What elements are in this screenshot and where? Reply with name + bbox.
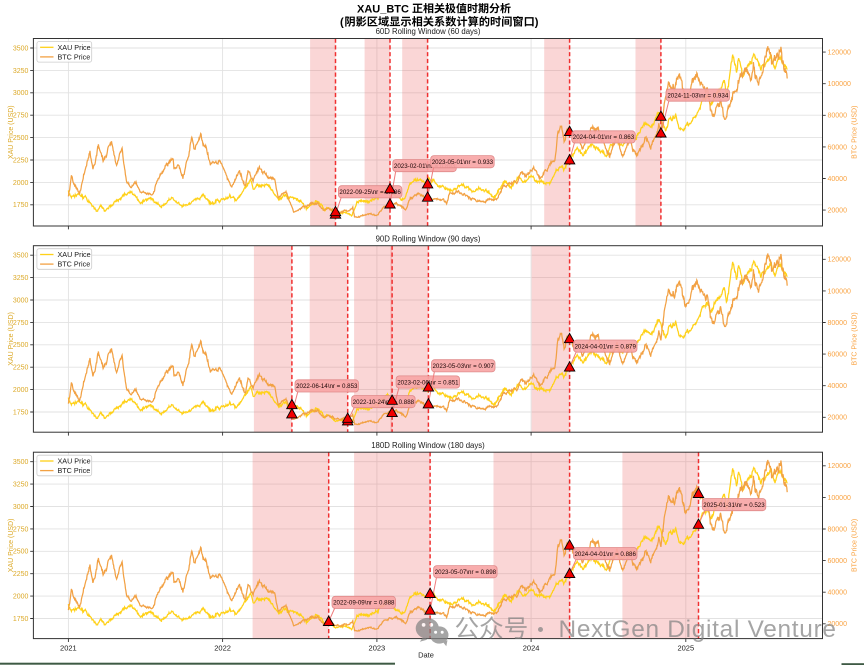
svg-text:2000: 2000	[13, 594, 29, 601]
svg-text:2750: 2750	[13, 320, 29, 327]
svg-text:2500: 2500	[13, 549, 29, 556]
svg-text:180D Rolling Window (180 days): 180D Rolling Window (180 days)	[371, 441, 485, 450]
svg-text:3250: 3250	[13, 275, 29, 282]
svg-text:BTC Price: BTC Price	[58, 466, 91, 475]
svg-text:40000: 40000	[828, 383, 848, 390]
svg-text:2023-05-07\nr = 0.898: 2023-05-07\nr = 0.898	[435, 569, 497, 576]
svg-text:40000: 40000	[828, 176, 848, 183]
svg-text:BTC Price: BTC Price	[58, 52, 91, 61]
svg-text:2023: 2023	[369, 644, 386, 653]
svg-text:90D Rolling Window (90 days): 90D Rolling Window (90 days)	[376, 234, 481, 243]
svg-text:BTC Price (USD): BTC Price (USD)	[852, 106, 859, 159]
svg-text:3250: 3250	[13, 68, 29, 75]
svg-text:2022: 2022	[214, 644, 231, 653]
svg-text:2022-10-24\nr = 0.888: 2022-10-24\nr = 0.888	[353, 399, 415, 406]
svg-text:3000: 3000	[13, 504, 29, 511]
svg-text:Date: Date	[418, 651, 434, 660]
svg-text:2500: 2500	[13, 135, 29, 142]
svg-text:1750: 1750	[13, 202, 29, 209]
svg-text:100000: 100000	[828, 81, 851, 88]
svg-text:3250: 3250	[13, 482, 29, 489]
svg-text:80000: 80000	[828, 526, 848, 533]
svg-text:2250: 2250	[13, 365, 29, 372]
svg-text:2500: 2500	[13, 342, 29, 349]
svg-text:20000: 20000	[828, 415, 848, 422]
svg-text:100000: 100000	[828, 288, 851, 295]
svg-text:2024-04-01\nr = 0.886: 2024-04-01\nr = 0.886	[574, 551, 636, 558]
svg-text:2000: 2000	[13, 180, 29, 187]
svg-text:120000: 120000	[828, 463, 851, 470]
svg-text:40000: 40000	[828, 590, 848, 597]
svg-text:XAU Price (USD): XAU Price (USD)	[8, 519, 15, 573]
svg-text:2024-04-01\nr = 0.879: 2024-04-01\nr = 0.879	[574, 343, 636, 350]
svg-text:1750: 1750	[13, 616, 29, 623]
svg-text:3000: 3000	[13, 90, 29, 97]
svg-text:2022-06-14\nr = 0.853: 2022-06-14\nr = 0.853	[296, 383, 358, 390]
svg-text:2250: 2250	[13, 571, 29, 578]
svg-text:NextGen Digital Venture: NextGen Digital Venture	[559, 616, 837, 643]
svg-text:20000: 20000	[828, 208, 848, 215]
svg-text:80000: 80000	[828, 113, 848, 120]
svg-text:(: (	[340, 17, 344, 29]
svg-text:2024: 2024	[523, 644, 540, 653]
svg-text:2023-05-01\nr = 0.933: 2023-05-01\nr = 0.933	[432, 159, 494, 166]
svg-text:2025-01-31\nr = 0.523: 2025-01-31\nr = 0.523	[703, 502, 765, 509]
svg-text:2023-05-03\nr = 0.907: 2023-05-03\nr = 0.907	[432, 363, 494, 370]
svg-text:2024-11-03\nr = 0.934: 2024-11-03\nr = 0.934	[667, 92, 729, 99]
svg-text:2250: 2250	[13, 157, 29, 164]
svg-text:BTC Price (USD): BTC Price (USD)	[852, 519, 859, 572]
svg-text:100000: 100000	[828, 495, 851, 502]
svg-text:2024-04-01\nr = 0.863: 2024-04-01\nr = 0.863	[573, 134, 635, 141]
svg-text:1750: 1750	[13, 409, 29, 416]
svg-text:2750: 2750	[13, 113, 29, 120]
svg-text:XAU Price (USD): XAU Price (USD)	[8, 105, 15, 159]
svg-text:60000: 60000	[828, 144, 848, 151]
svg-text:2021: 2021	[60, 644, 77, 653]
svg-text:120000: 120000	[828, 50, 851, 57]
svg-text:60000: 60000	[828, 352, 848, 359]
svg-text:3500: 3500	[13, 253, 29, 260]
svg-text:2022-09-09\nr = 0.888: 2022-09-09\nr = 0.888	[333, 600, 395, 607]
svg-text:XAU_BTC: XAU_BTC	[357, 3, 409, 15]
svg-text:80000: 80000	[828, 320, 848, 327]
svg-text:2025: 2025	[677, 644, 694, 653]
svg-text:3500: 3500	[13, 459, 29, 466]
svg-text:XAU Price (USD): XAU Price (USD)	[8, 312, 15, 366]
svg-text:BTC Price: BTC Price	[58, 260, 91, 269]
svg-text:2000: 2000	[13, 387, 29, 394]
svg-text:BTC Price (USD): BTC Price (USD)	[852, 312, 859, 365]
svg-text:60000: 60000	[828, 558, 848, 565]
svg-text:XAU Price: XAU Price	[58, 457, 91, 466]
svg-text:120000: 120000	[828, 257, 851, 264]
svg-text:3000: 3000	[13, 297, 29, 304]
svg-text:XAU Price: XAU Price	[58, 43, 91, 52]
svg-text:XAU Price: XAU Price	[58, 250, 91, 259]
svg-text:): )	[535, 17, 539, 29]
svg-text:2750: 2750	[13, 526, 29, 533]
svg-text:60D Rolling Window (60 days): 60D Rolling Window (60 days)	[376, 27, 481, 36]
svg-text:3500: 3500	[13, 45, 29, 52]
